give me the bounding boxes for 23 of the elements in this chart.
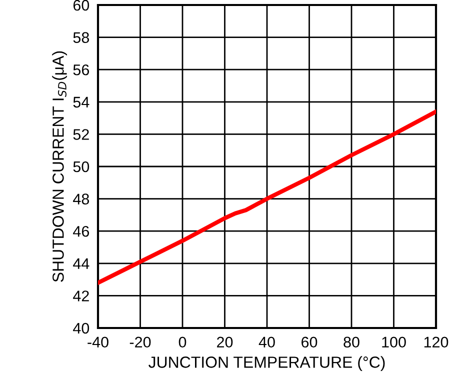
y-tick-label: 50 (73, 161, 90, 172)
y-tick-label: 54 (73, 96, 90, 108)
x-tick-label: -20 (130, 336, 151, 348)
x-tick-label: 0 (178, 336, 186, 348)
y-tick-label: 46 (73, 226, 89, 237)
y-tick-label: 44 (73, 258, 90, 269)
x-axis-title: JUNCTION TEMPERATURE (°C) (148, 356, 385, 372)
y-tick-label: 48 (73, 194, 90, 204)
x-tick-label: -40 (88, 336, 108, 348)
x-tick-label: 100 (382, 336, 406, 348)
x-tick-label: 120 (424, 336, 448, 348)
y-tick-label: 52 (73, 129, 89, 140)
y-tick-label: 56 (73, 64, 89, 76)
line-series (98, 110, 436, 285)
y-tick-label: 42 (73, 290, 89, 302)
y-tick-label: 60 (73, 0, 90, 11)
y-tick-label: 58 (73, 32, 90, 43)
x-tick-label: 80 (344, 336, 360, 348)
y-tick-label: 40 (73, 322, 90, 334)
y-axis-title: SHUTDOWN CURRENT I$_{SD}$(μA) (52, 51, 67, 282)
x-tick-label: 20 (217, 336, 233, 348)
x-tick-label: 40 (258, 336, 275, 348)
x-tick-label: 60 (302, 336, 318, 348)
